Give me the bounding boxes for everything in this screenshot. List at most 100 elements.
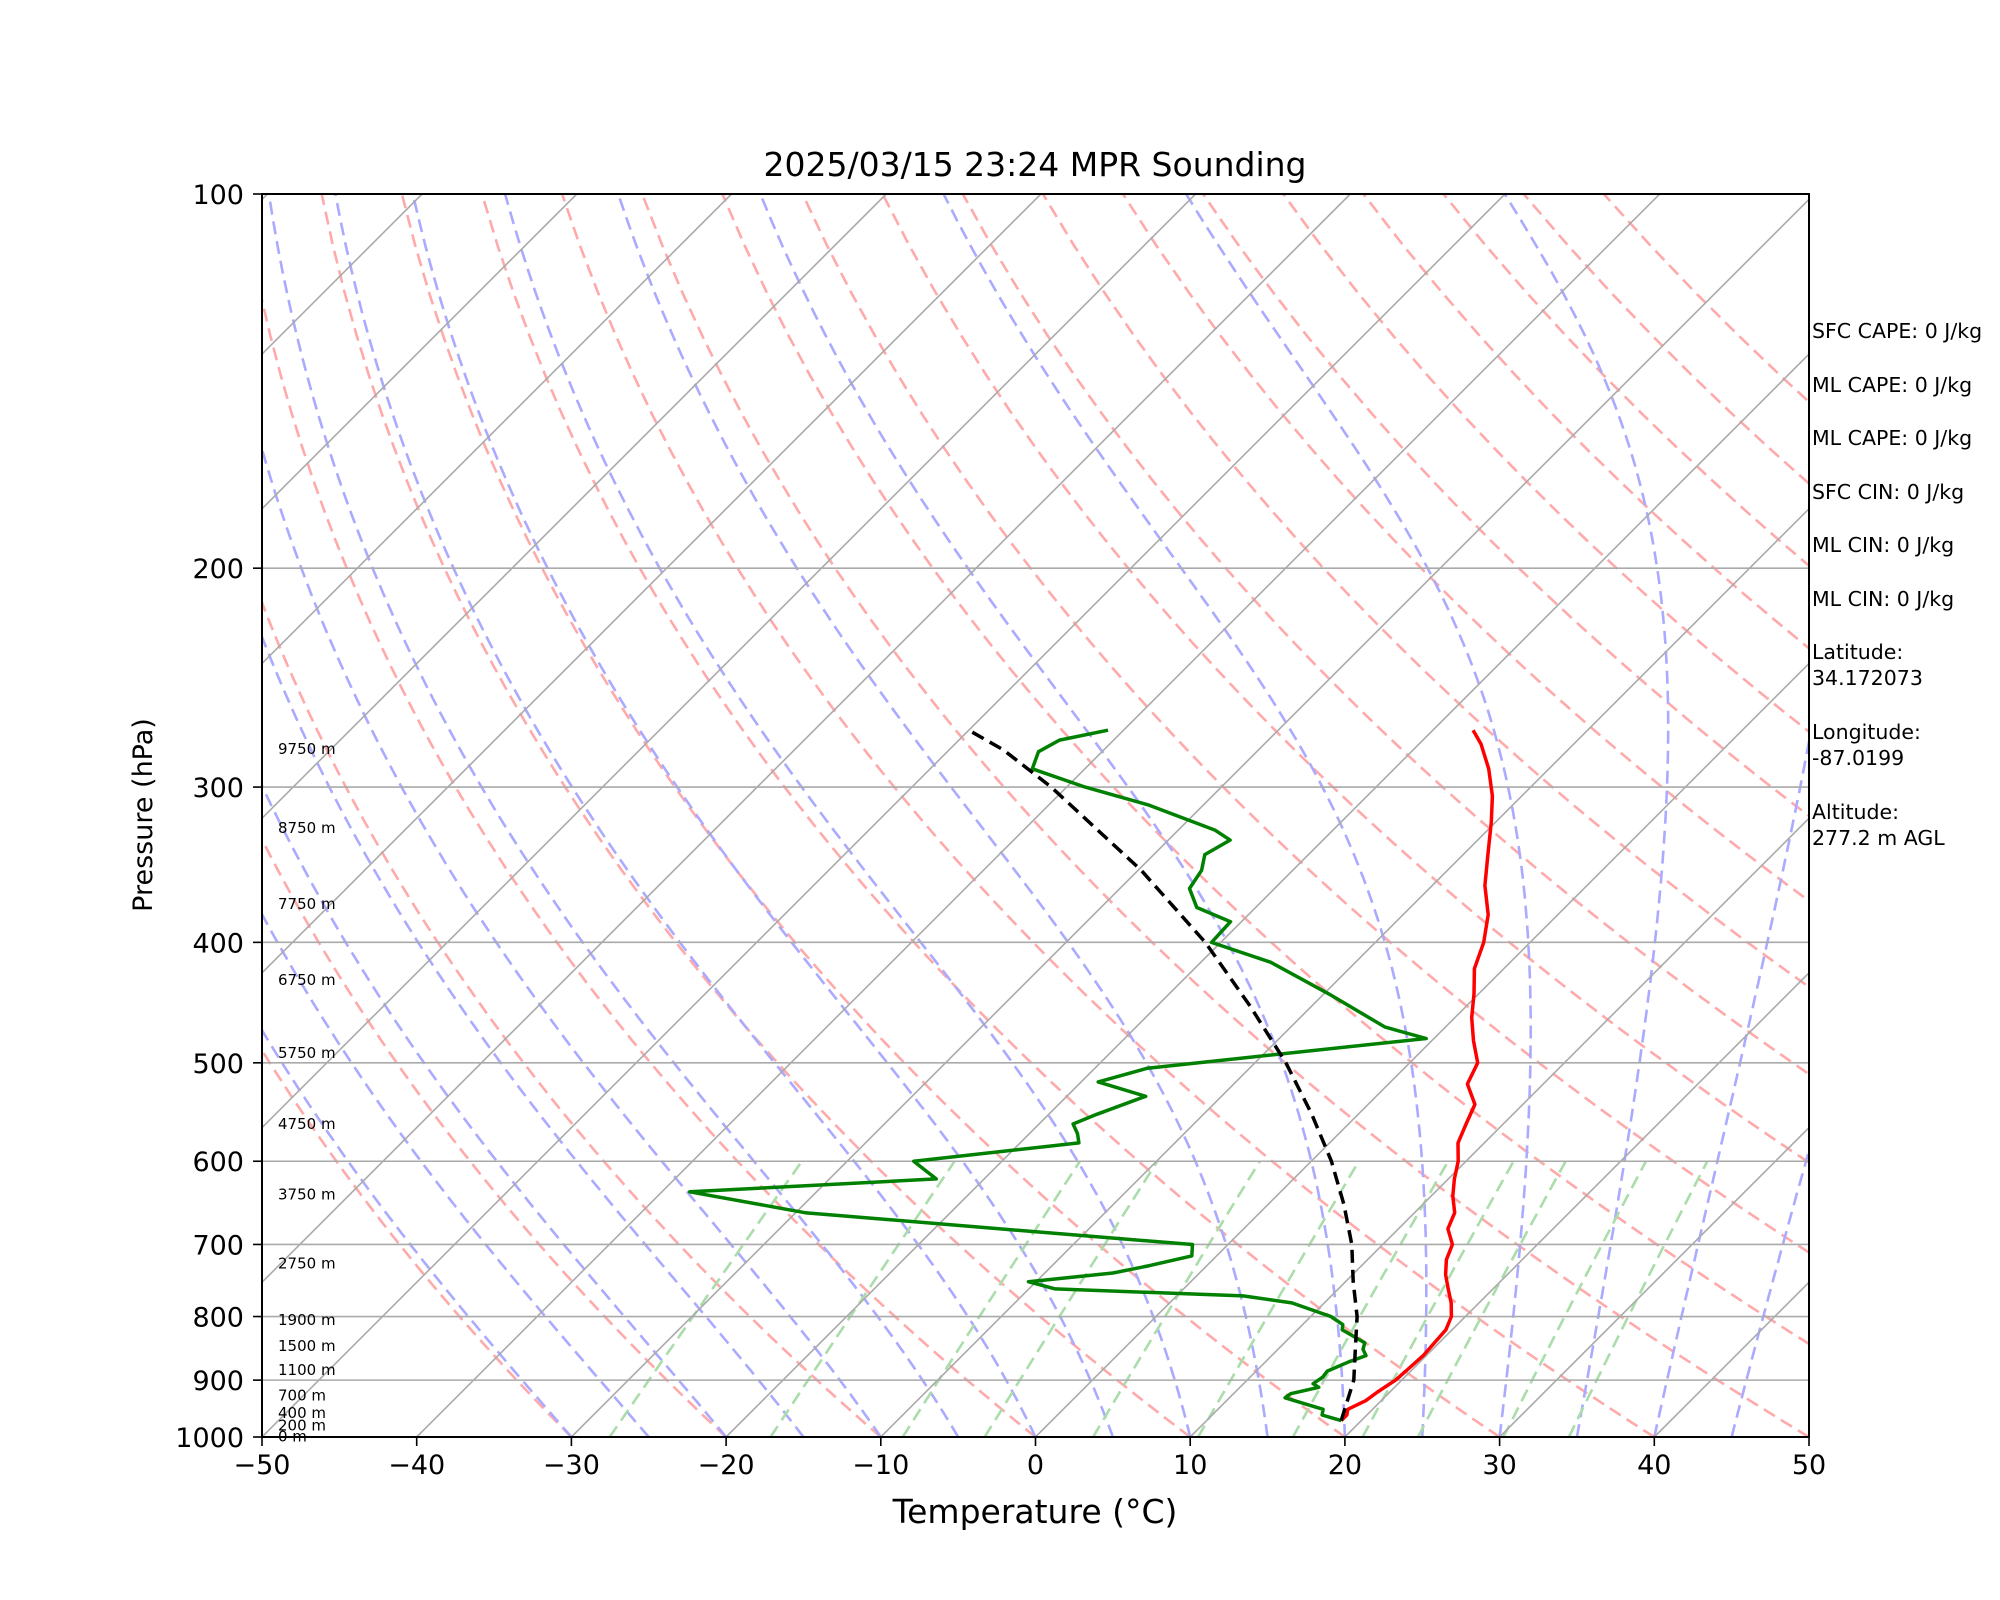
- height-label: 7750 m: [278, 895, 336, 913]
- mixing-ratio-line: [769, 1160, 956, 1437]
- height-label: 200 m: [278, 1416, 326, 1434]
- ml-cin: ML CIN: 0 J/kg: [1812, 533, 1955, 557]
- isotherm: [262, 194, 733, 665]
- x-axis-ticks: −50 −40 −30 −20 −10 0 10 20 30 40 50: [234, 1437, 1826, 1481]
- mixing-ratio-line: [1502, 1160, 1648, 1437]
- temperature-line: [1339, 729, 1495, 1422]
- isotherm: [725, 352, 1809, 1437]
- mixing-ratio-line: [608, 1160, 803, 1437]
- moist-adiabat: [262, 633, 805, 1437]
- y-tick-label: 400: [192, 928, 244, 959]
- moist-adiabat: [616, 194, 1269, 1437]
- height-label: 6750 m: [278, 971, 336, 989]
- dewpoint-line: [687, 728, 1428, 1423]
- dry-adiabat: [1121, 194, 1809, 903]
- latitude-label: Latitude:: [1812, 640, 1904, 664]
- moist-adiabat: [759, 194, 1347, 1437]
- height-label: 9750 m: [278, 740, 336, 758]
- dry-adiabat: [1041, 194, 1809, 989]
- moist-adiabat: [1653, 734, 1809, 1437]
- altitude-label: Altitude:: [1812, 800, 1900, 824]
- mixing-ratio-line: [1416, 1160, 1567, 1437]
- latitude-value: 34.172073: [1812, 666, 1923, 690]
- isotherm: [262, 194, 887, 820]
- dry-adiabat: [262, 599, 882, 1437]
- moist-adiabat: [262, 1027, 573, 1437]
- x-tick-label: −50: [234, 1450, 291, 1481]
- x-axis-label: Temperature (°C): [892, 1492, 1178, 1531]
- height-label: 700 m: [278, 1386, 326, 1404]
- isotherm: [262, 194, 1042, 975]
- height-label: 400 m: [278, 1404, 326, 1422]
- moist-adiabat: [262, 444, 882, 1437]
- y-tick-label: 300: [192, 773, 244, 804]
- isotherm: [880, 507, 1809, 1437]
- mixing-ratio-line: [1091, 1160, 1261, 1437]
- x-tick-label: 0: [1027, 1450, 1044, 1481]
- y-tick-label: 200: [192, 554, 244, 585]
- moist-adiabat: [334, 194, 1037, 1437]
- y-tick-label: 700: [192, 1230, 244, 1261]
- height-label: 1500 m: [278, 1337, 336, 1355]
- mixing-ratio-line: [1196, 1160, 1360, 1437]
- isotherm: [0, 194, 113, 1437]
- moist-adiabat: [942, 194, 1428, 1437]
- x-tick-label: 20: [1328, 1450, 1362, 1481]
- x-tick-label: −30: [543, 1450, 600, 1481]
- dry-adiabat: [262, 1047, 573, 1437]
- mixing-ratio-line: [1291, 1160, 1450, 1437]
- height-label: 2750 m: [278, 1255, 336, 1273]
- height-label: 1900 m: [278, 1311, 336, 1329]
- longitude: Longitude: -87.0199: [1812, 719, 1982, 771]
- longitude-value: -87.0199: [1812, 746, 1905, 770]
- chart-title: 2025/03/15 23:24 MPR Sounding: [763, 145, 1306, 184]
- x-tick-label: −20: [698, 1450, 755, 1481]
- dry-adiabat: [881, 194, 1809, 1165]
- ml-cape: ML CAPE: 0 J/kg: [1812, 372, 1973, 397]
- dry-adiabat: [262, 836, 727, 1437]
- parcel-line: [967, 728, 1359, 1422]
- altitude-value: 277.2 m AGL: [1812, 826, 1945, 850]
- data-series: [687, 728, 1495, 1423]
- sfc-cape: SFC CAPE: 0 J/kg: [1812, 319, 1983, 343]
- moist-adiabat: [1184, 194, 1532, 1437]
- moist-adiabat: [503, 194, 1192, 1437]
- dry-adiabat: [560, 194, 1655, 1437]
- y-tick-label: 1000: [175, 1423, 244, 1454]
- y-tick-label: 500: [192, 1049, 244, 1080]
- moist-adiabat: [411, 194, 1115, 1437]
- moist-adiabat: [1503, 194, 1670, 1437]
- dry-adiabat: [801, 194, 1809, 1254]
- y-axis-ticks: 1000 900 800 700 600 500 400 300 200 100: [175, 180, 262, 1454]
- altitude: Altitude: 277.2 m AGL: [1812, 799, 1982, 851]
- x-tick-label: −10: [852, 1450, 909, 1481]
- isotherm: [262, 194, 1351, 1284]
- height-label: 5750 m: [278, 1044, 336, 1062]
- sfc-cin: SFC CIN: 0 J/kg: [1812, 479, 1965, 504]
- x-tick-label: 50: [1792, 1450, 1826, 1481]
- moist-adiabat: [1730, 1145, 1809, 1437]
- latitude: Latitude: 34.172073: [1812, 639, 1982, 691]
- ml-cin-2: ML CIN: 0 J/kg: [1812, 586, 1955, 611]
- dry-adiabat: [721, 194, 1809, 1346]
- height-label: 4750 m: [278, 1115, 336, 1133]
- mixing-ratio-line: [983, 1160, 1159, 1437]
- x-tick-label: 10: [1173, 1450, 1207, 1481]
- x-tick-label: 30: [1482, 1450, 1516, 1481]
- dry-adiabat: [480, 194, 1501, 1437]
- x-tick-label: 40: [1637, 1450, 1671, 1481]
- isotherm: [262, 194, 1197, 1129]
- background-lines: [0, 194, 1809, 1437]
- isotherm: [1189, 817, 1809, 1437]
- x-tick-label: −40: [388, 1450, 445, 1481]
- ml-cape-2: ML CAPE: 0 J/kg: [1812, 426, 1973, 450]
- dry-adiabat: [400, 194, 1346, 1437]
- mixing-ratio-line: [1567, 1160, 1709, 1437]
- isotherm: [262, 194, 1506, 1437]
- isotherm: [416, 194, 1661, 1437]
- isotherm: [570, 198, 1809, 1437]
- isotherm: [1499, 1126, 1809, 1437]
- y-tick-label: 100: [192, 180, 244, 211]
- height-label: 8750 m: [278, 819, 336, 837]
